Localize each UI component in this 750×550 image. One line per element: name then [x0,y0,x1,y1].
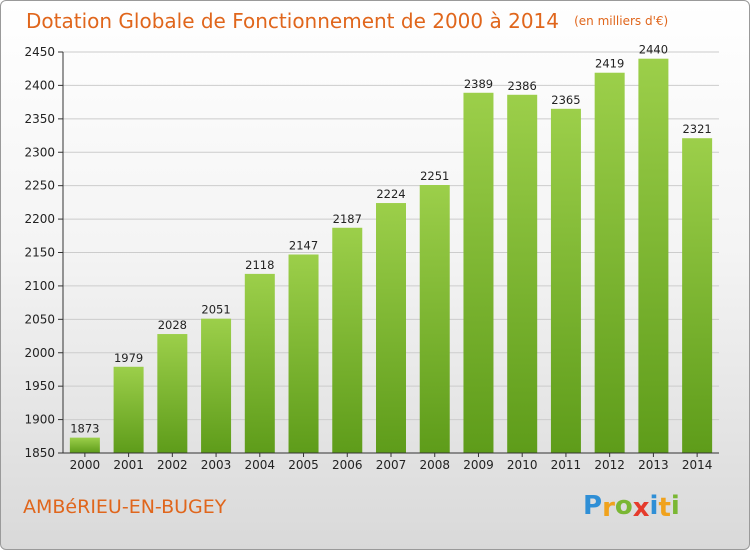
data-label: 2051 [201,303,230,317]
y-tick-label: 2250 [24,179,55,193]
x-tick-label: 2003 [201,458,232,472]
logo-letter: i [649,491,659,521]
data-label: 2118 [245,258,274,272]
x-tick-label: 2011 [551,458,582,472]
logo-letter: P [583,491,603,521]
bar [376,203,406,453]
chart-title: Dotation Globale de Fonctionnement de 20… [26,9,559,33]
bar [288,254,319,453]
y-tick-label: 1850 [24,446,55,460]
y-tick-label: 1900 [24,413,55,427]
y-tick-label: 2150 [24,246,55,260]
x-tick-label: 2001 [113,458,144,472]
logo-letter: o [614,491,633,521]
x-tick-label: 2012 [594,458,625,472]
bars [69,58,713,454]
x-tick-label: 2014 [682,458,713,472]
bar [113,366,144,453]
data-label: 2386 [508,79,537,93]
x-tick-label: 2010 [507,458,538,472]
proxiti-logo: Proxiti [583,491,680,523]
logo-letter: x [632,493,650,523]
x-tick-label: 2009 [463,458,494,472]
data-label: 2147 [289,239,318,253]
data-label: 1873 [70,422,99,436]
logo-letter: t [658,493,671,523]
bar [244,273,275,453]
title-line: Dotation Globale de Fonctionnement de 20… [26,9,668,33]
y-tick-label: 2350 [24,112,55,126]
place-name: AMBéRIEU-EN-BUGEY [23,496,227,518]
data-label: 2224 [376,187,405,201]
x-tick-label: 2005 [288,458,319,472]
bar [638,58,669,453]
data-label: 2365 [551,93,580,107]
x-tick-label: 2013 [638,458,669,472]
data-label: 2321 [682,122,711,136]
bar [594,72,625,454]
y-tick-label: 1950 [24,379,55,393]
data-label: 2389 [464,77,493,91]
x-tick-label: 2002 [157,458,188,472]
bar [69,437,100,453]
y-tick-label: 2450 [24,45,55,59]
y-tick-label: 2200 [24,212,55,226]
logo-letter: i [670,491,680,521]
x-tick-label: 2000 [70,458,101,472]
bar [201,318,232,453]
chart-subtitle: (en milliers d'€) [574,14,669,28]
data-label: 2419 [595,57,624,71]
bar [682,138,713,453]
y-tick-label: 2100 [24,279,55,293]
axes: 1850 1900 1950 2000 2050 2100 2150 2200 2250 2300… [24,45,719,472]
data-label: 2251 [420,169,449,183]
x-tick-label: 2007 [376,458,407,472]
data-label: 1979 [114,351,143,365]
x-tick-label: 2006 [332,458,363,472]
y-tick-label: 2000 [24,346,55,360]
y-tick-label: 2400 [24,78,55,92]
bar [507,94,538,454]
data-label: 2028 [158,318,187,332]
y-tick-label: 2050 [24,312,55,326]
bar [419,184,450,453]
bar [463,92,494,453]
bar [550,108,581,453]
x-tick-label: 2004 [245,458,276,472]
logo-letter: r [602,493,615,523]
bar [157,334,188,453]
bar [332,227,363,453]
x-tick-label: 2008 [419,458,450,472]
data-label: 2187 [333,212,362,226]
y-tick-label: 2300 [24,145,55,159]
labels: 1873 1979 2028 2051 2118 2147 2187 2224 2251 2389… [70,43,712,436]
data-label: 2440 [639,43,668,57]
